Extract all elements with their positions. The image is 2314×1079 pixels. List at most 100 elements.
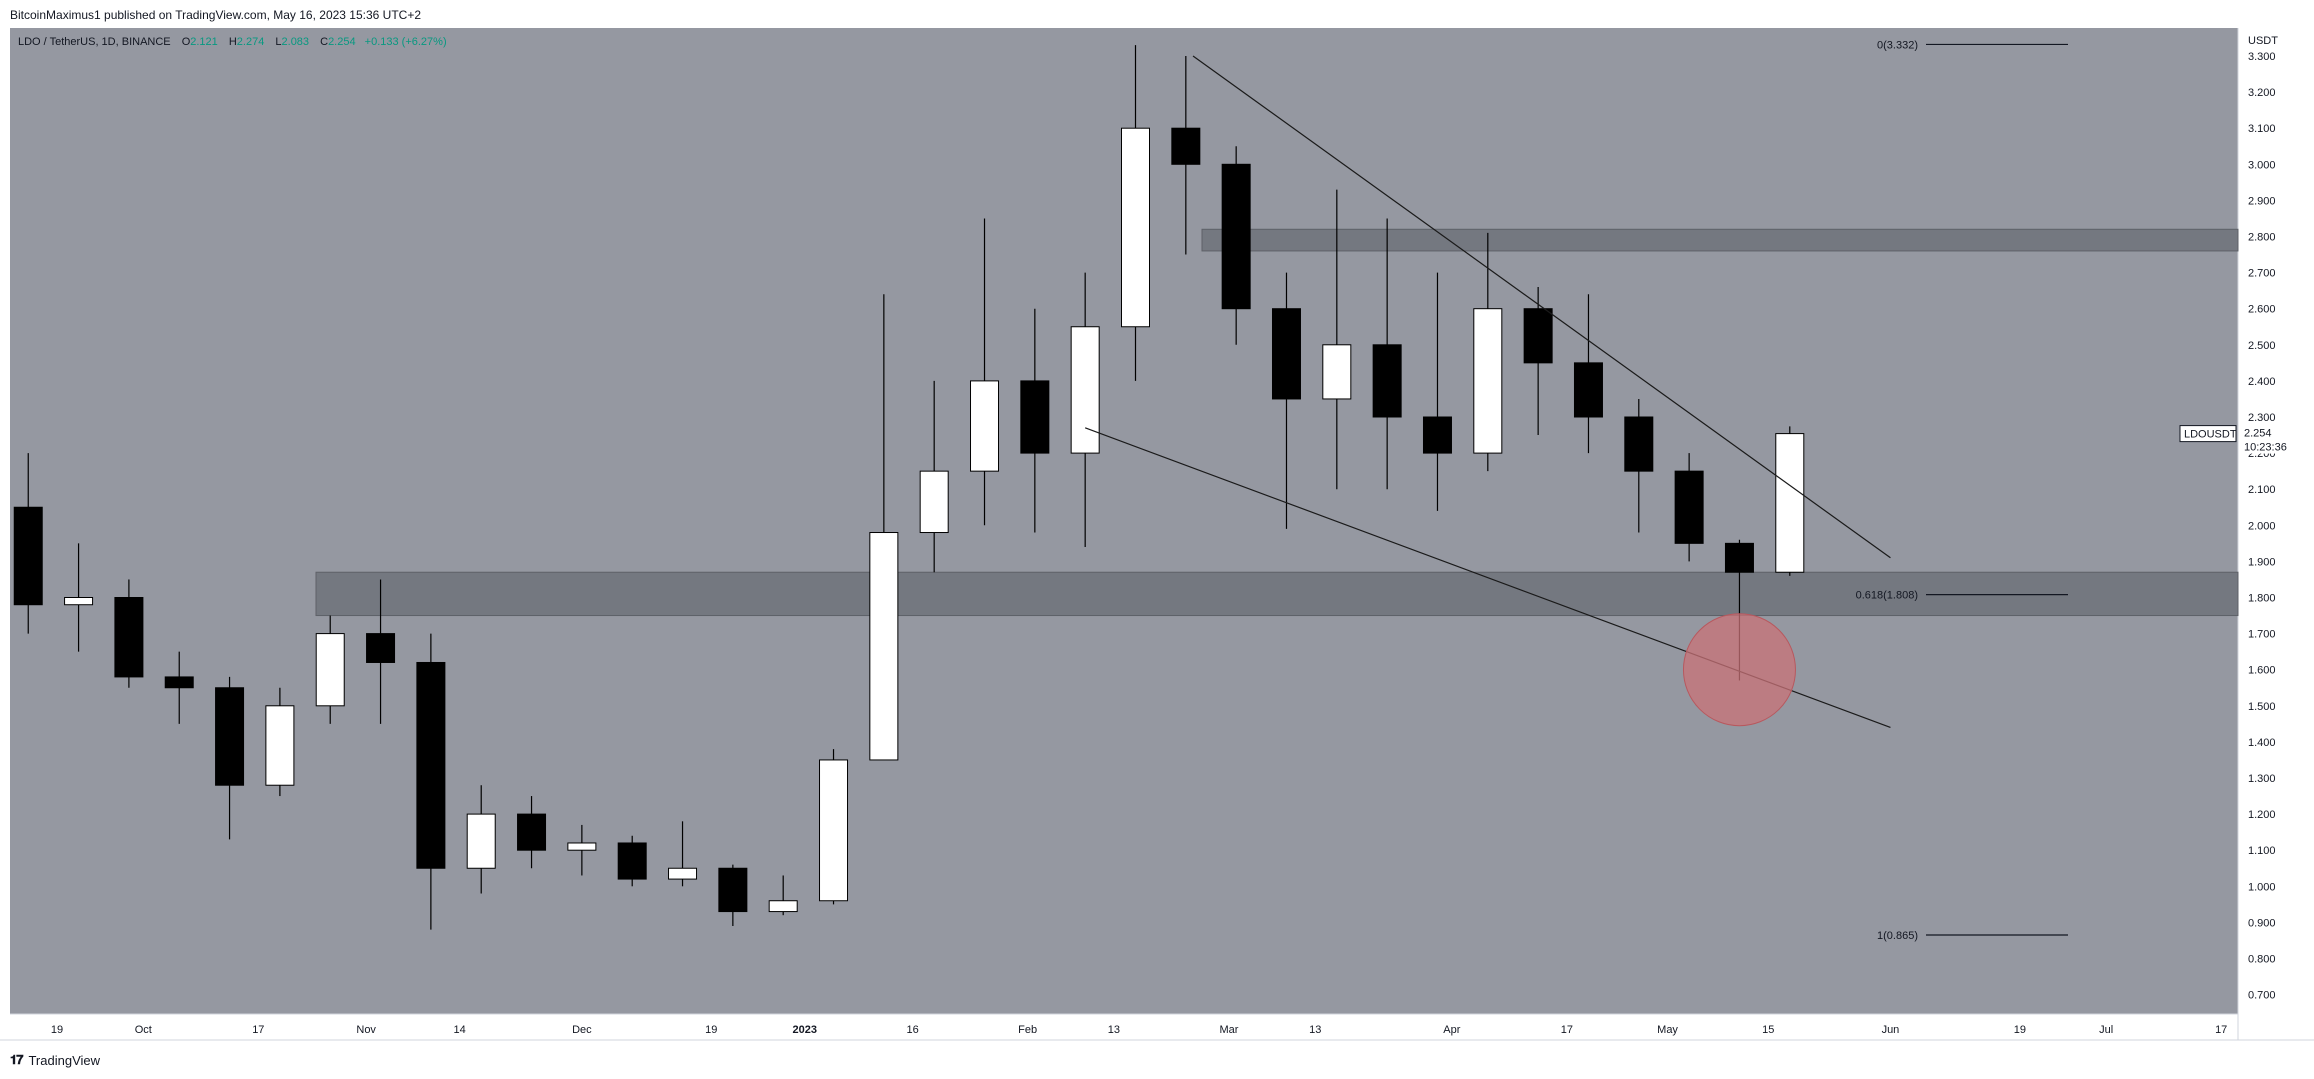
legend-h-label: H bbox=[229, 36, 237, 48]
price-tick: 1.700 bbox=[2248, 629, 2276, 641]
candle[interactable] bbox=[1070, 272, 1100, 547]
price-tick: 1.500 bbox=[2248, 701, 2276, 713]
candle-body bbox=[1171, 127, 1201, 165]
candle-body bbox=[1070, 326, 1100, 454]
time-tick: 13 bbox=[1309, 1024, 1321, 1036]
candle[interactable] bbox=[1422, 272, 1452, 511]
legend-symbol: LDO / TetherUS, 1D, BINANCE bbox=[18, 36, 171, 48]
time-tick: Feb bbox=[1018, 1024, 1037, 1036]
candle[interactable] bbox=[1624, 398, 1654, 533]
candle-body bbox=[416, 661, 446, 869]
upper-trendline[interactable] bbox=[1192, 55, 1891, 559]
resistance-zone[interactable] bbox=[1201, 228, 2239, 252]
price-tick: 2.700 bbox=[2248, 268, 2276, 280]
price-tick: 1.000 bbox=[2248, 881, 2276, 893]
candle[interactable] bbox=[416, 633, 446, 930]
time-tick: Nov bbox=[356, 1024, 376, 1036]
time-tick: Jul bbox=[2099, 1024, 2113, 1036]
price-tick: 3.200 bbox=[2248, 87, 2276, 99]
candle-body bbox=[869, 532, 899, 761]
candle-body bbox=[1523, 308, 1553, 364]
price-tick: 1.100 bbox=[2248, 845, 2276, 857]
svg-text:LDO / TetherUS, 1D, BINANCE: LDO / TetherUS, 1D, BINANCE O2.121 H2.27… bbox=[18, 36, 447, 48]
candle[interactable] bbox=[919, 380, 949, 573]
legend-o-label: O bbox=[182, 36, 191, 48]
candle[interactable] bbox=[315, 615, 345, 724]
legend-open: 2.121 bbox=[190, 36, 218, 48]
candle[interactable] bbox=[869, 294, 899, 761]
candle[interactable] bbox=[1473, 232, 1503, 472]
candle[interactable] bbox=[768, 875, 798, 916]
time-tick: 17 bbox=[1561, 1024, 1573, 1036]
time-tick: Mar bbox=[1219, 1024, 1238, 1036]
candle[interactable] bbox=[617, 835, 647, 887]
candle-body bbox=[1271, 308, 1301, 400]
legend-c-label: C bbox=[320, 36, 328, 48]
candle[interactable] bbox=[1523, 287, 1553, 436]
price-tick: 2.800 bbox=[2248, 232, 2276, 244]
time-tick: Apr bbox=[1443, 1024, 1460, 1036]
candle[interactable] bbox=[1171, 56, 1201, 255]
candle[interactable] bbox=[1573, 294, 1603, 454]
candle[interactable] bbox=[819, 749, 849, 905]
candle-body bbox=[919, 470, 949, 534]
last-price-tag[interactable]: LDOUSDT 2.254 10:23:36 bbox=[2179, 423, 2299, 454]
legend-low: 2.083 bbox=[282, 36, 310, 48]
candle-body bbox=[617, 842, 647, 880]
candle-body bbox=[1422, 416, 1452, 454]
candle[interactable] bbox=[517, 796, 547, 869]
price-tick: 1.300 bbox=[2248, 773, 2276, 785]
candle[interactable] bbox=[1372, 218, 1402, 490]
time-tick: 17 bbox=[252, 1024, 264, 1036]
candle[interactable] bbox=[1674, 453, 1704, 562]
candle[interactable] bbox=[366, 579, 396, 724]
candle-body bbox=[1573, 362, 1603, 418]
candle[interactable] bbox=[1775, 426, 1805, 576]
candle[interactable] bbox=[1271, 272, 1301, 529]
candle[interactable] bbox=[567, 824, 597, 876]
candle[interactable] bbox=[466, 785, 496, 894]
tradingview-logo-icon: 𝟏𝟕 bbox=[10, 1052, 24, 1067]
price-tick: 2.500 bbox=[2248, 340, 2276, 352]
time-tick: 15 bbox=[1762, 1024, 1774, 1036]
candle[interactable] bbox=[718, 864, 748, 927]
candle-body bbox=[668, 867, 698, 880]
price-tick: 2.100 bbox=[2248, 484, 2276, 496]
candle[interactable] bbox=[114, 579, 144, 688]
price-tick: 0.900 bbox=[2248, 917, 2276, 929]
candle[interactable] bbox=[970, 218, 1000, 526]
support-zone[interactable] bbox=[315, 571, 2239, 617]
price-scale[interactable] bbox=[2238, 28, 2314, 1014]
highlight-circle[interactable] bbox=[1682, 613, 1796, 727]
candle[interactable] bbox=[1322, 189, 1352, 490]
time-tick: 16 bbox=[906, 1024, 918, 1036]
candle-body bbox=[1322, 344, 1352, 400]
candle-body bbox=[970, 380, 1000, 472]
candle[interactable] bbox=[1221, 146, 1251, 345]
candle[interactable] bbox=[668, 821, 698, 887]
last-price-countdown: 10:23:36 bbox=[2244, 442, 2287, 454]
price-tick: 3.100 bbox=[2248, 123, 2276, 135]
candle-body bbox=[1473, 308, 1503, 454]
candle-body bbox=[1724, 542, 1754, 573]
candle-body bbox=[718, 867, 748, 913]
candle[interactable] bbox=[13, 453, 43, 634]
candle[interactable] bbox=[1020, 308, 1050, 533]
candle-body bbox=[517, 813, 547, 851]
footer-brand[interactable]: TradingView bbox=[28, 1052, 101, 1068]
price-tick: 1.900 bbox=[2248, 556, 2276, 568]
price-tick: 1.400 bbox=[2248, 737, 2276, 749]
legend-close: 2.254 bbox=[328, 36, 356, 48]
price-tick: 1.800 bbox=[2248, 593, 2276, 605]
candle-body bbox=[265, 705, 295, 786]
candle[interactable] bbox=[215, 676, 245, 840]
candle[interactable] bbox=[64, 543, 94, 652]
time-tick: 13 bbox=[1108, 1024, 1120, 1036]
time-tick: 19 bbox=[51, 1024, 63, 1036]
candle-body bbox=[1775, 433, 1805, 573]
last-price-value: 2.254 bbox=[2244, 428, 2272, 440]
candle[interactable] bbox=[1121, 45, 1150, 381]
candle[interactable] bbox=[164, 651, 194, 724]
candle[interactable] bbox=[265, 687, 295, 797]
